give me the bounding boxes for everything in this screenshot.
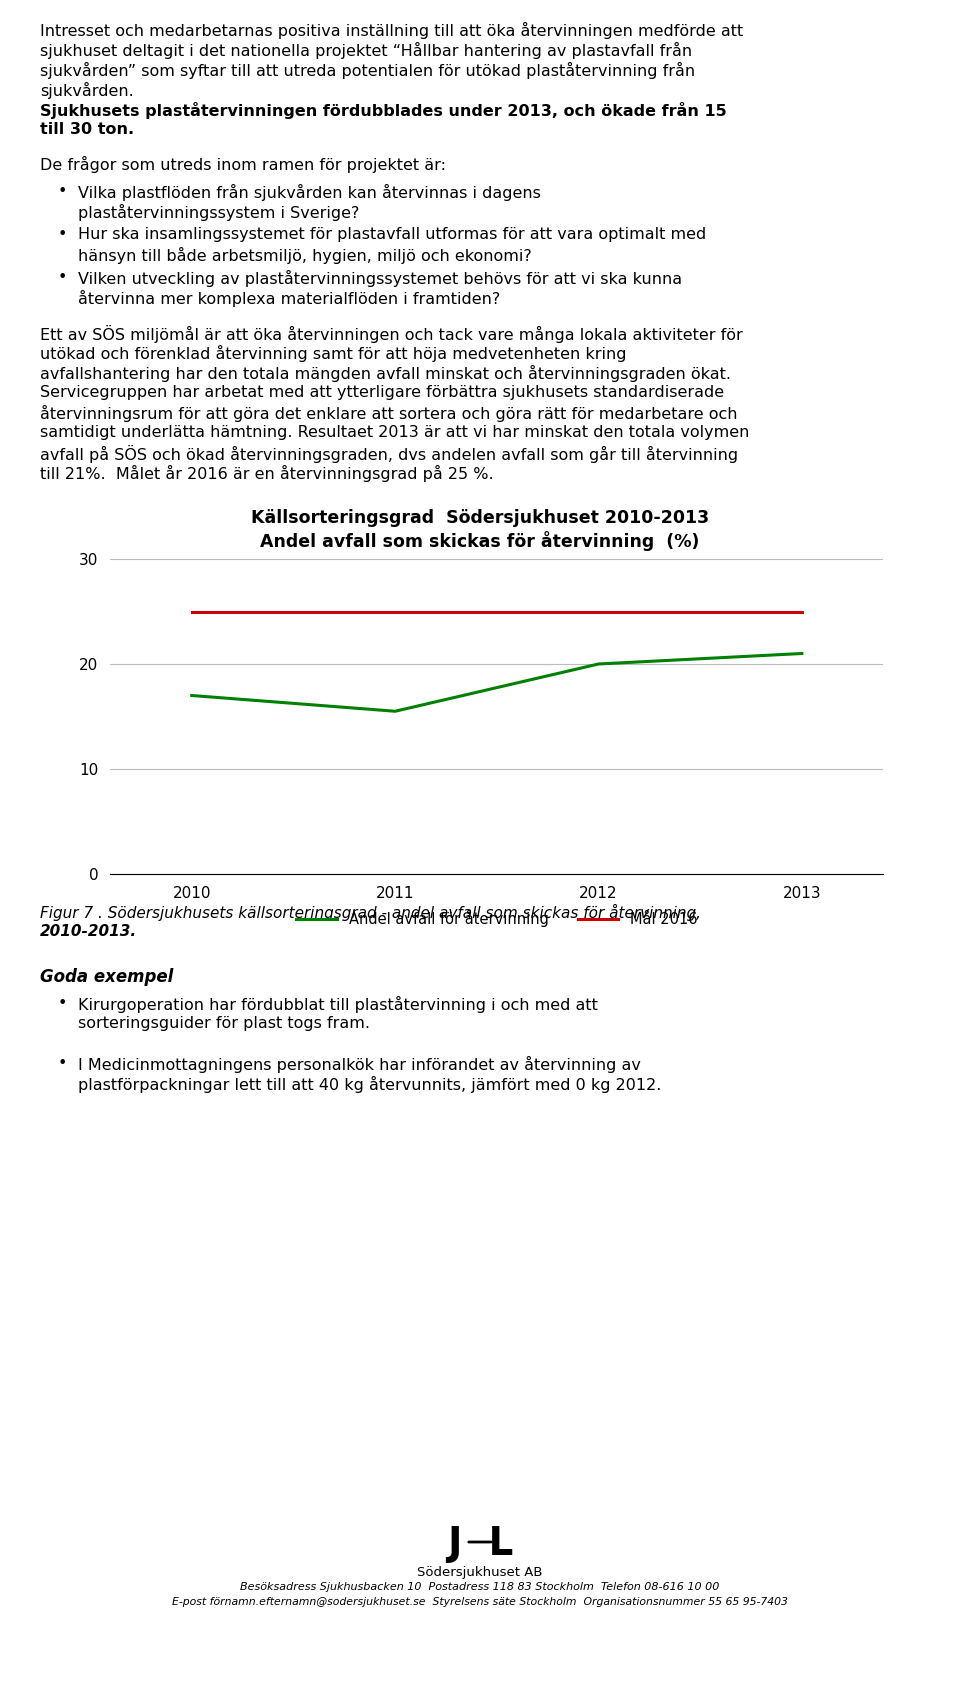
Text: samtidigt underlätta hämtning. Resultaet 2013 är att vi har minskat den totala v: samtidigt underlätta hämtning. Resultaet… — [40, 426, 750, 441]
Text: E-post förnamn.efternamn@sodersjukhuset.se  Styrelsens säte Stockholm  Organisat: E-post förnamn.efternamn@sodersjukhuset.… — [172, 1598, 788, 1606]
Text: till 30 ton.: till 30 ton. — [40, 122, 134, 137]
Text: Figur 7 . Södersjukhusets källsorteringsgrad - andel avfall som skickas för åter: Figur 7 . Södersjukhusets källsorterings… — [40, 904, 701, 921]
Text: De frågor som utreds inom ramen för projektet är:: De frågor som utreds inom ramen för proj… — [40, 155, 446, 172]
Text: Södersjukhuset AB: Södersjukhuset AB — [418, 1566, 542, 1579]
Text: sjukvården” som syftar till att utreda potentialen för utökad plaståtervinning f: sjukvården” som syftar till att utreda p… — [40, 62, 695, 79]
Text: Intresset och medarbetarnas positiva inställning till att öka återvinningen medf: Intresset och medarbetarnas positiva ins… — [40, 22, 743, 39]
Text: plastförpackningar lett till att 40 kg återvunnits, jämfört med 0 kg 2012.: plastförpackningar lett till att 40 kg å… — [78, 1076, 661, 1093]
Text: 2010-2013.: 2010-2013. — [40, 924, 137, 939]
Text: J  L: J L — [446, 1525, 514, 1562]
Text: I Medicinmottagningens personalkök har införandet av återvinning av: I Medicinmottagningens personalkök har i… — [78, 1056, 641, 1073]
Text: återvinningsrum för att göra det enklare att sortera och göra rätt för medarbeta: återvinningsrum för att göra det enklare… — [40, 405, 737, 422]
Text: sjukhuset deltagit i det nationella projektet “Hållbar hantering av plastavfall : sjukhuset deltagit i det nationella proj… — [40, 42, 692, 59]
Text: Källsorteringsgrad  Södersjukhuset 2010-2013: Källsorteringsgrad Södersjukhuset 2010-2… — [251, 508, 709, 527]
Text: •: • — [58, 270, 67, 285]
Text: avfall på SÖS och ökad återvinningsgraden, dvs andelen avfall som går till återv: avfall på SÖS och ökad återvinningsgrade… — [40, 444, 738, 463]
Text: Andel avfall som skickas för återvinning  (%): Andel avfall som skickas för återvinning… — [260, 530, 700, 551]
Text: •: • — [58, 997, 67, 1012]
Text: Hur ska insamlingssystemet för plastavfall utformas för att vara optimalt med: Hur ska insamlingssystemet för plastavfa… — [78, 226, 707, 242]
Text: Besöksadress Sjukhusbacken 10  Postadress 118 83 Stockholm  Telefon 08-616 10 00: Besöksadress Sjukhusbacken 10 Postadress… — [240, 1583, 720, 1593]
Text: Servicegruppen har arbetat med att ytterligare förbättra sjukhusets standardiser: Servicegruppen har arbetat med att ytter… — [40, 385, 724, 400]
Text: sorteringsguider för plast togs fram.: sorteringsguider för plast togs fram. — [78, 1017, 370, 1030]
Text: avfallshantering har den totala mängden avfall minskat och återvinningsgraden ök: avfallshantering har den totala mängden … — [40, 365, 731, 382]
Text: Vilka plastflöden från sjukvården kan återvinnas i dagens: Vilka plastflöden från sjukvården kan åt… — [78, 184, 540, 201]
Text: Goda exempel: Goda exempel — [40, 968, 174, 986]
Text: utökad och förenklad återvinning samt för att höja medvetenheten kring: utökad och förenklad återvinning samt fö… — [40, 345, 627, 361]
Text: återvinna mer komplexa materialflöden i framtiden?: återvinna mer komplexa materialflöden i … — [78, 291, 500, 307]
Text: till 21%.  Målet år 2016 är en återvinningsgrad på 25 %.: till 21%. Målet år 2016 är en återvinnin… — [40, 464, 493, 481]
Text: Sjukhusets plaståtervinningen fördubblades under 2013, och ökade från 15: Sjukhusets plaståtervinningen fördubblad… — [40, 101, 727, 118]
Text: sjukvården.: sjukvården. — [40, 83, 133, 100]
Text: Vilken utveckling av plaståtervinningssystemet behövs för att vi ska kunna: Vilken utveckling av plaståtervinningssy… — [78, 270, 683, 287]
Text: •: • — [58, 184, 67, 199]
Text: •: • — [58, 226, 67, 242]
Text: Ett av SÖS miljömål är att öka återvinningen och tack vare många lokala aktivite: Ett av SÖS miljömål är att öka återvinni… — [40, 324, 743, 343]
Text: plaståtervinningssystem i Sverige?: plaståtervinningssystem i Sverige? — [78, 204, 359, 221]
Text: Kirurgoperation har fördubblat till plaståtervinning i och med att: Kirurgoperation har fördubblat till plas… — [78, 997, 598, 1013]
Text: •: • — [58, 1056, 67, 1071]
Text: hänsyn till både arbetsmiljö, hygien, miljö och ekonomi?: hänsyn till både arbetsmiljö, hygien, mi… — [78, 247, 532, 263]
Legend: Andel avfall för återvinning, Mål 2016: Andel avfall för återvinning, Mål 2016 — [290, 904, 704, 932]
